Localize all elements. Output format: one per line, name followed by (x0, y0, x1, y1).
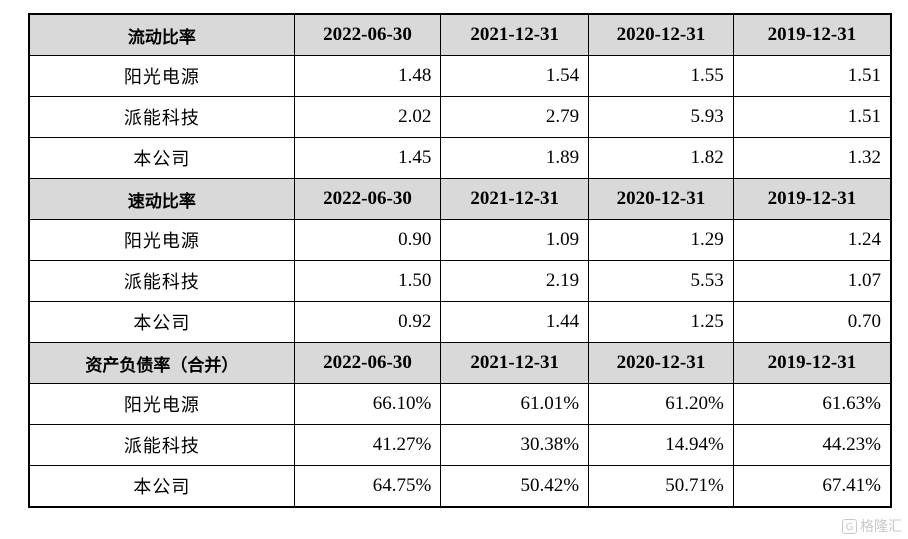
column-header-date: 2019-12-31 (732, 342, 892, 384)
section-title: 流动比率 (28, 13, 295, 56)
column-header-date: 2019-12-31 (732, 178, 892, 220)
column-header-date: 2020-12-31 (588, 13, 734, 56)
value-cell: 1.48 (293, 55, 442, 97)
value-cell: 1.50 (293, 260, 442, 302)
value-cell: 1.25 (588, 301, 734, 343)
company-name-cell: 本公司 (28, 465, 295, 508)
column-header-date: 2020-12-31 (588, 342, 734, 384)
company-name-cell: 阳光电源 (28, 219, 295, 261)
value-cell: 0.90 (293, 219, 442, 261)
table-row: 本公司 0.92 1.44 1.25 0.70 (28, 301, 892, 343)
value-cell: 2.02 (293, 96, 442, 138)
column-header-date: 2020-12-31 (588, 178, 734, 220)
value-cell: 44.23% (732, 424, 892, 466)
company-name-cell: 派能科技 (28, 424, 295, 466)
value-cell: 1.07 (732, 260, 892, 302)
watermark: G 格隆汇 (842, 516, 902, 536)
section-title: 速动比率 (28, 178, 295, 220)
value-cell: 1.51 (732, 55, 892, 97)
company-name-cell: 本公司 (28, 301, 295, 343)
value-cell: 2.19 (440, 260, 590, 302)
value-cell: 0.92 (293, 301, 442, 343)
value-cell: 1.44 (440, 301, 590, 343)
value-cell: 1.09 (440, 219, 590, 261)
value-cell: 66.10% (293, 383, 442, 425)
value-cell: 2.79 (440, 96, 590, 138)
value-cell: 5.93 (588, 96, 734, 138)
column-header-date: 2022-06-30 (293, 13, 442, 56)
company-name-cell: 派能科技 (28, 260, 295, 302)
value-cell: 0.70 (732, 301, 892, 343)
watermark-logo-icon: G (842, 518, 857, 534)
company-name-cell: 派能科技 (28, 96, 295, 138)
value-cell: 61.63% (732, 383, 892, 425)
watermark-text: 格隆汇 (860, 519, 902, 535)
company-name-cell: 本公司 (28, 137, 295, 179)
table-row: 派能科技 1.50 2.19 5.53 1.07 (28, 260, 892, 302)
value-cell: 14.94% (588, 424, 734, 466)
value-cell: 1.55 (588, 55, 734, 97)
column-header-date: 2019-12-31 (732, 13, 892, 56)
table-row: 本公司 1.45 1.89 1.82 1.32 (28, 137, 892, 179)
value-cell: 64.75% (293, 465, 442, 508)
column-header-date: 2022-06-30 (293, 342, 442, 384)
column-header-date: 2022-06-30 (293, 178, 442, 220)
financial-ratio-table: 流动比率 2022-06-30 2021-12-31 2020-12-31 2019-1… (28, 13, 892, 508)
table-row: 本公司 64.75% 50.42% 50.71% 67.41% (28, 465, 892, 508)
company-name-cell: 阳光电源 (28, 55, 295, 97)
section-header-row: 流动比率 2022-06-30 2021-12-31 2020-12-31 2019-1… (28, 13, 892, 56)
value-cell: 1.51 (732, 96, 892, 138)
column-header-date: 2021-12-31 (440, 13, 590, 56)
value-cell: 1.89 (440, 137, 590, 179)
table-row: 阳光电源 1.48 1.54 1.55 1.51 (28, 55, 892, 97)
value-cell: 1.29 (588, 219, 734, 261)
value-cell: 41.27% (293, 424, 442, 466)
company-name-cell: 阳光电源 (28, 383, 295, 425)
section-title: 资产负债率（合并） (28, 342, 295, 384)
table-row: 派能科技 2.02 2.79 5.93 1.51 (28, 96, 892, 138)
column-header-date: 2021-12-31 (440, 342, 590, 384)
value-cell: 1.24 (732, 219, 892, 261)
table-row: 派能科技 41.27% 30.38% 14.94% 44.23% (28, 424, 892, 466)
value-cell: 61.20% (588, 383, 734, 425)
value-cell: 67.41% (732, 465, 892, 508)
table-body: 流动比率 2022-06-30 2021-12-31 2020-12-31 2019-1… (28, 13, 892, 508)
section-header-row: 速动比率 2022-06-30 2021-12-31 2020-12-31 2019-1… (28, 178, 892, 220)
value-cell: 1.45 (293, 137, 442, 179)
value-cell: 50.42% (440, 465, 590, 508)
value-cell: 5.53 (588, 260, 734, 302)
ratio-table-container: 流动比率 2022-06-30 2021-12-31 2020-12-31 2019-1… (28, 13, 892, 508)
value-cell: 61.01% (440, 383, 590, 425)
value-cell: 50.71% (588, 465, 734, 508)
value-cell: 30.38% (440, 424, 590, 466)
value-cell: 1.54 (440, 55, 590, 97)
column-header-date: 2021-12-31 (440, 178, 590, 220)
value-cell: 1.82 (588, 137, 734, 179)
table-row: 阳光电源 66.10% 61.01% 61.20% 61.63% (28, 383, 892, 425)
table-row: 阳光电源 0.90 1.09 1.29 1.24 (28, 219, 892, 261)
section-header-row: 资产负债率（合并） 2022-06-30 2021-12-31 2020-12-31 2… (28, 342, 892, 384)
value-cell: 1.32 (732, 137, 892, 179)
